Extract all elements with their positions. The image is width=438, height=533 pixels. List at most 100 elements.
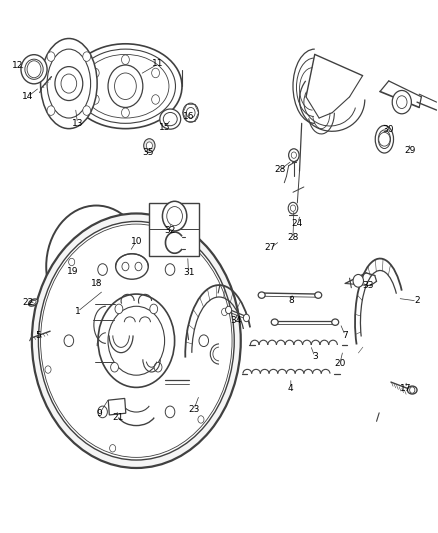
Text: 21: 21 xyxy=(112,413,124,422)
Circle shape xyxy=(55,67,83,101)
Circle shape xyxy=(121,55,129,64)
Circle shape xyxy=(353,274,364,287)
Ellipse shape xyxy=(67,263,73,268)
Circle shape xyxy=(121,108,129,117)
Text: 14: 14 xyxy=(22,92,33,101)
Circle shape xyxy=(111,362,118,372)
Circle shape xyxy=(162,201,187,231)
Circle shape xyxy=(146,142,152,149)
Text: 19: 19 xyxy=(67,268,79,276)
Text: 10: 10 xyxy=(131,237,142,246)
Text: 11: 11 xyxy=(152,60,164,68)
Circle shape xyxy=(144,139,155,152)
Ellipse shape xyxy=(375,125,393,153)
Ellipse shape xyxy=(94,269,102,285)
Ellipse shape xyxy=(25,59,43,79)
Text: 2: 2 xyxy=(414,296,420,305)
Text: 9: 9 xyxy=(96,409,102,418)
Circle shape xyxy=(290,205,296,212)
Circle shape xyxy=(39,221,234,460)
Ellipse shape xyxy=(96,263,133,291)
Text: 1: 1 xyxy=(74,307,81,316)
Ellipse shape xyxy=(258,292,265,298)
Circle shape xyxy=(165,406,175,418)
Ellipse shape xyxy=(332,319,339,325)
Circle shape xyxy=(61,74,77,93)
Circle shape xyxy=(244,314,250,321)
Text: 33: 33 xyxy=(362,280,374,289)
Text: 16: 16 xyxy=(183,112,194,122)
Text: 7: 7 xyxy=(343,331,348,340)
Ellipse shape xyxy=(28,299,38,306)
Text: 22: 22 xyxy=(23,298,34,307)
Circle shape xyxy=(392,91,411,114)
Circle shape xyxy=(289,149,299,161)
Circle shape xyxy=(32,214,241,468)
Circle shape xyxy=(98,294,175,387)
Circle shape xyxy=(83,52,91,61)
Text: 23: 23 xyxy=(188,405,199,414)
Text: 17: 17 xyxy=(400,384,412,393)
Text: 28: 28 xyxy=(287,233,299,242)
Text: 12: 12 xyxy=(12,61,24,69)
Ellipse shape xyxy=(47,49,91,118)
Circle shape xyxy=(226,306,232,314)
Circle shape xyxy=(222,308,228,316)
Text: 18: 18 xyxy=(91,279,102,288)
Text: 4: 4 xyxy=(288,384,293,393)
Circle shape xyxy=(410,387,415,393)
Circle shape xyxy=(41,224,232,457)
Circle shape xyxy=(183,103,198,122)
Text: 5: 5 xyxy=(35,331,41,340)
Text: 3: 3 xyxy=(312,352,318,361)
Circle shape xyxy=(379,132,390,146)
Circle shape xyxy=(46,206,146,327)
Circle shape xyxy=(165,264,175,276)
Circle shape xyxy=(108,306,165,375)
Circle shape xyxy=(110,445,116,452)
Text: 34: 34 xyxy=(231,316,242,325)
Text: 27: 27 xyxy=(265,244,276,253)
Circle shape xyxy=(69,259,75,266)
Circle shape xyxy=(92,68,99,78)
Circle shape xyxy=(154,362,162,372)
Circle shape xyxy=(71,258,78,266)
Text: 30: 30 xyxy=(382,125,394,134)
Ellipse shape xyxy=(378,130,391,149)
Circle shape xyxy=(115,73,136,100)
Circle shape xyxy=(98,264,107,276)
Text: 13: 13 xyxy=(72,119,83,128)
Text: 32: 32 xyxy=(165,226,176,235)
Circle shape xyxy=(108,65,143,108)
Circle shape xyxy=(291,152,297,158)
Circle shape xyxy=(64,335,74,346)
Circle shape xyxy=(152,68,159,78)
Circle shape xyxy=(186,108,195,118)
Circle shape xyxy=(98,406,107,418)
Text: 31: 31 xyxy=(183,268,194,277)
Circle shape xyxy=(396,96,407,109)
Ellipse shape xyxy=(41,38,97,128)
Circle shape xyxy=(47,106,55,115)
Ellipse shape xyxy=(315,292,322,298)
Text: 24: 24 xyxy=(292,219,303,228)
Ellipse shape xyxy=(407,386,417,394)
Text: 8: 8 xyxy=(288,296,294,305)
Text: 20: 20 xyxy=(334,359,346,367)
Ellipse shape xyxy=(163,112,177,126)
Circle shape xyxy=(27,61,41,78)
Circle shape xyxy=(135,262,142,271)
Circle shape xyxy=(83,106,91,115)
Ellipse shape xyxy=(271,319,278,325)
Ellipse shape xyxy=(160,109,181,129)
Ellipse shape xyxy=(92,270,98,281)
Bar xyxy=(149,203,199,256)
Bar xyxy=(108,398,126,415)
Circle shape xyxy=(47,52,55,61)
Circle shape xyxy=(130,251,136,259)
Text: 15: 15 xyxy=(159,123,170,132)
Circle shape xyxy=(199,335,208,346)
Circle shape xyxy=(198,416,204,423)
Circle shape xyxy=(167,207,183,225)
Ellipse shape xyxy=(116,254,148,279)
